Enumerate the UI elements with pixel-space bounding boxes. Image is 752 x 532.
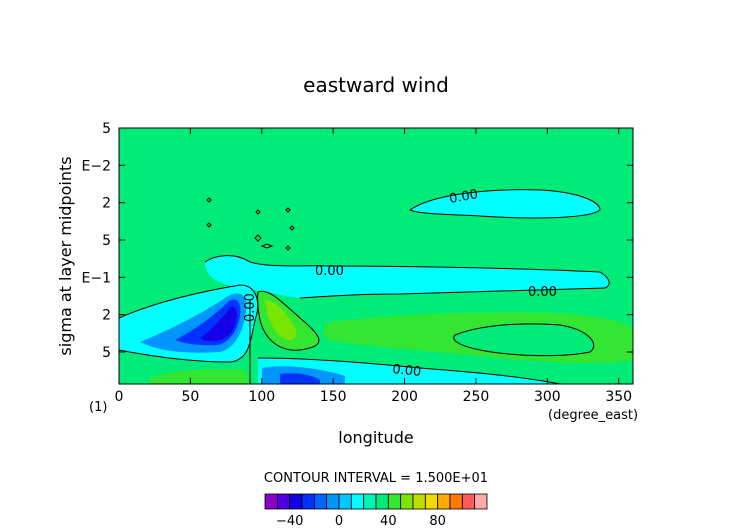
colorbar-swatch (474, 493, 488, 510)
x-tick-label: 350 (605, 389, 632, 405)
contour-island (206, 222, 212, 228)
contour-label: 0.00 (392, 362, 422, 380)
contour-island (254, 234, 262, 242)
y-tick-label: 5 (102, 345, 111, 361)
contour-label: 0.00 (448, 187, 479, 207)
x-tick-label: 50 (181, 389, 199, 405)
y-tick-label: E−2 (82, 158, 111, 174)
region-westerly-jet-core (265, 300, 297, 341)
colorbar-tick-label: −40 (276, 514, 303, 529)
y-axis-label: sigma at layer midpoints (56, 156, 75, 355)
contour-line-mid-lower (299, 287, 606, 299)
colorbar: −40 0 40 80 (264, 493, 488, 529)
x-axis-label: longitude (338, 428, 413, 447)
contour-islands (206, 197, 295, 251)
colorbar-swatch (363, 493, 377, 510)
plot-frame (118, 127, 634, 385)
colorbar-swatch (412, 493, 426, 510)
x-tick-label: 300 (534, 389, 561, 405)
region-right-westerly-core (453, 323, 594, 356)
contour-label: 0.00 (528, 285, 557, 300)
plot-area (119, 128, 633, 384)
colorbar-swatch (326, 493, 340, 510)
x-tick-label: 100 (248, 389, 275, 405)
contour-island (285, 245, 291, 251)
x-tick-label: 150 (320, 389, 347, 405)
region-easterly-jet-max (200, 306, 237, 341)
colorbar-swatch (387, 493, 402, 510)
colorbar-swatch (461, 493, 476, 510)
contour-island (255, 209, 261, 215)
contour-line-mid-upper (204, 255, 610, 289)
contour-label: 0.00 (315, 264, 344, 279)
y-tick-label: 2 (102, 308, 111, 324)
x-tick-label: 200 (391, 389, 418, 405)
region-surface-easterly-max (280, 373, 320, 384)
contour-line-easterly-boundary (119, 284, 259, 363)
y-tick-label: 5 (102, 233, 111, 249)
contour-label-group: 0.00 0.00 0.00 0.00 0.00 (243, 187, 557, 380)
y-tick-label: 5 (102, 121, 111, 137)
contour-island (260, 243, 274, 249)
contour-island (289, 225, 295, 231)
contour-interval-text: CONTOUR INTERVAL = 1.500E+01 (264, 471, 488, 486)
colorbar-swatch (289, 493, 303, 510)
y-axis-units: (1) (89, 400, 107, 415)
colorbar-tick-label: 0 (335, 514, 343, 529)
y-tick-label: E−1 (82, 270, 111, 286)
colorbar-swatch (449, 493, 463, 510)
colorbar-swatch (301, 493, 315, 510)
colorbar-tick-label: 80 (429, 514, 446, 529)
colorbar-tick-label: 40 (380, 514, 397, 529)
contour-line-surface (257, 357, 561, 384)
contour-label: 0.00 (243, 293, 258, 322)
colorbar-swatch (350, 493, 365, 510)
x-axis: 0 50 100 150 200 250 300 350 (115, 128, 632, 405)
colorbar-swatch (338, 493, 352, 510)
colorbar-swatch (276, 493, 291, 510)
contour-island (206, 197, 212, 203)
colorbar-swatch (437, 493, 451, 510)
contour-lines (119, 189, 610, 384)
colorbar-swatch (313, 493, 328, 510)
x-tick-label: 250 (463, 389, 490, 405)
x-tick-label: 0 (115, 389, 124, 405)
colorbar-swatch (400, 493, 414, 510)
x-axis-units: (degree_east) (548, 408, 638, 423)
region-surface-westerly (150, 369, 250, 384)
chart-title: eastward wind (303, 73, 449, 97)
y-tick-label: 2 (102, 196, 111, 212)
contour-line-upper-right (409, 189, 601, 219)
contour-line-right-westerly (453, 323, 595, 357)
contour-island (285, 207, 291, 213)
contour-line-westerly-jet (257, 290, 320, 351)
colorbar-swatch (424, 493, 439, 510)
region-upper-right-easterly (410, 189, 600, 218)
colorbar-swatch (264, 493, 278, 510)
colorbar-swatch (375, 493, 389, 510)
y-axis: 5 E−2 2 5 E−1 2 5 (82, 121, 633, 361)
